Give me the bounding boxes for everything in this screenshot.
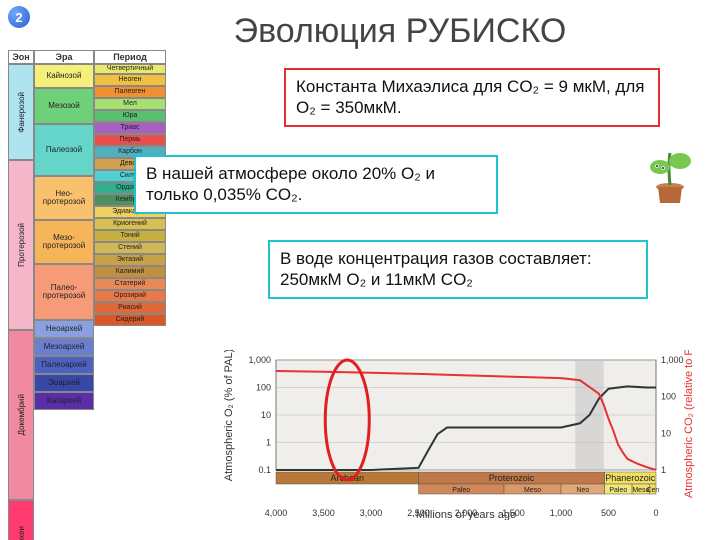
svg-text:Meso: Meso [524, 487, 541, 494]
water-concentration-box: В воде концентрация газов составляет: 25… [268, 240, 648, 299]
svg-text:Proterozoic: Proterozoic [489, 473, 535, 483]
svg-text:500: 500 [601, 508, 616, 518]
sprout-clipart [640, 135, 700, 205]
geologic-timescale-table: Эон ФанерозойПротерозойДокембрийАрхеи Эр… [8, 50, 188, 540]
era-column: Эра КайнозойМезозойПалеозойНео-протерозо… [34, 50, 94, 540]
svg-text:1: 1 [266, 438, 271, 448]
slide: 2 Эволюция РУБИСКО Эон ФанерозойПротероз… [0, 0, 720, 540]
svg-text:Cen: Cen [646, 487, 659, 494]
svg-text:Atmospheric O₂ (% of PAL): Atmospheric O₂ (% of PAL) [223, 350, 235, 481]
svg-text:1,000: 1,000 [550, 508, 573, 518]
svg-text:4,000: 4,000 [265, 508, 288, 518]
svg-text:0: 0 [653, 508, 658, 518]
svg-text:100: 100 [256, 383, 271, 393]
svg-text:Atmospheric CO₂ (relative to P: Atmospheric CO₂ (relative to PAL) [683, 350, 695, 498]
svg-text:0.1: 0.1 [258, 465, 271, 475]
svg-text:1,000: 1,000 [248, 355, 271, 365]
svg-text:Paleo: Paleo [452, 487, 470, 494]
svg-text:1: 1 [661, 465, 666, 475]
period-column: Период ЧетвертичныйНеогенПалеогенМелЮраТ… [94, 50, 166, 540]
svg-text:Neo: Neo [576, 487, 589, 494]
svg-text:1,000: 1,000 [661, 355, 684, 365]
svg-text:3,000: 3,000 [360, 508, 383, 518]
slide-number-badge: 2 [8, 6, 30, 28]
eon-column: Эон ФанерозойПротерозойДокембрийАрхеи [8, 50, 34, 540]
michaelis-constant-box: Константа Михаэлиса для CO₂ = 9 мкМ, для… [284, 68, 660, 127]
svg-text:10: 10 [261, 410, 271, 420]
svg-text:Paleo: Paleo [609, 487, 627, 494]
svg-text:10: 10 [661, 428, 671, 438]
svg-text:100: 100 [661, 392, 676, 402]
atmosphere-composition-box: В нашей атмосфере около 20% O₂ и только … [134, 155, 498, 214]
eon-header: Эон [8, 50, 34, 64]
svg-text:Millions of years ago: Millions of years ago [416, 509, 516, 520]
period-header: Период [94, 50, 166, 64]
era-header: Эра [34, 50, 94, 64]
atmospheric-gases-chart: ArcheanProterozoicPhanerozoicPaleoMesoNe… [216, 350, 696, 520]
slide-title: Эволюция РУБИСКО [120, 12, 680, 51]
svg-text:Phanerozoic: Phanerozoic [605, 473, 656, 483]
svg-text:3,500: 3,500 [312, 508, 335, 518]
